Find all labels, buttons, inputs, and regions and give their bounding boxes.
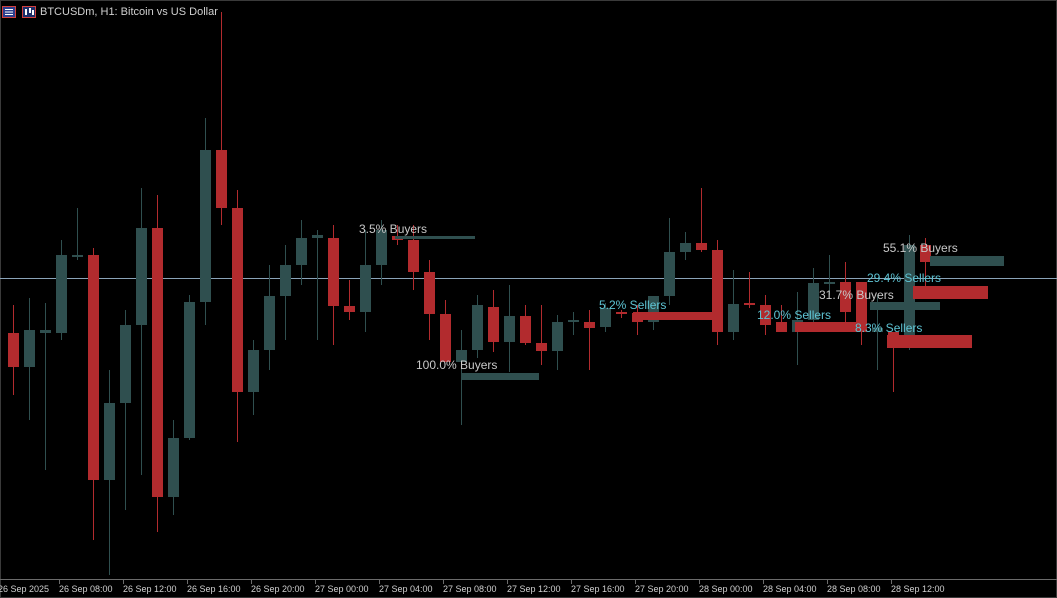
bear-candle-body <box>216 150 227 208</box>
bull-candle-body <box>168 438 179 497</box>
bull-candle-body <box>904 245 915 347</box>
bull-candle-body <box>24 330 35 367</box>
bear-candle-body <box>232 208 243 392</box>
annotation-label: 55.1% Buyers <box>883 241 958 255</box>
bull-candle-body <box>312 235 323 238</box>
bull-candle-body <box>648 296 659 322</box>
bear-candle-body <box>344 306 355 312</box>
bear-candle-body <box>488 307 499 342</box>
x-tick-label: 28 Sep 04:00 <box>763 584 817 594</box>
bull-candle-body <box>136 228 147 325</box>
bear-candle-body <box>536 343 547 351</box>
bear-candle-body <box>840 282 851 312</box>
bear-candle-body <box>856 282 867 332</box>
bear-candle-body <box>440 314 451 362</box>
bull-candle-body <box>248 350 259 392</box>
bull-candle-body <box>120 325 131 403</box>
x-tick-label: 28 Sep 12:00 <box>891 584 945 594</box>
x-tick-label: 26 Sep 12:00 <box>123 584 177 594</box>
bull-candle-body <box>72 255 83 257</box>
bear-candle-body <box>424 272 435 314</box>
bull-candle-body <box>872 328 883 332</box>
x-tick-label: 27 Sep 00:00 <box>315 584 369 594</box>
sellers-volume-bar <box>913 286 988 299</box>
bear-candle-body <box>152 228 163 497</box>
bull-candle-body <box>104 403 115 480</box>
bull-candle-body <box>264 296 275 350</box>
bull-candle-body <box>360 265 371 312</box>
sellers-volume-bar <box>633 312 716 320</box>
x-tick-label: 26 Sep 20:00 <box>251 584 305 594</box>
bull-candle-body <box>600 308 611 327</box>
bear-candle-body <box>920 245 931 262</box>
annotation-label: 29.4% Sellers <box>867 271 942 285</box>
chart-title-bar: BTCUSDm, H1: Bitcoin vs US Dollar <box>0 2 218 22</box>
annotation-label: 5.2% Sellers <box>599 298 667 312</box>
x-tick-label: 26 Sep 08:00 <box>59 584 113 594</box>
bear-candle-body <box>328 238 339 306</box>
bear-candle-body <box>712 250 723 332</box>
bear-candle-body <box>776 322 787 332</box>
bull-candle-body <box>184 302 195 438</box>
bull-candle-body <box>664 252 675 296</box>
bull-candle-body <box>504 316 515 342</box>
annotation-label: 3.5% Buyers <box>359 222 428 236</box>
bull-candle-body <box>200 150 211 302</box>
buyers-volume-bar <box>461 373 539 380</box>
bull-candle-body <box>680 243 691 252</box>
x-tick-label: 28 Sep 00:00 <box>699 584 753 594</box>
bull-candle-body <box>568 320 579 322</box>
sellers-volume-bar <box>887 335 972 348</box>
x-tick-label: 27 Sep 04:00 <box>379 584 433 594</box>
bear-candle-body <box>760 305 771 325</box>
bear-candle-body <box>744 303 755 305</box>
bear-candle-body <box>520 316 531 343</box>
bull-candle-body <box>824 282 835 284</box>
menu-list-icon[interactable] <box>2 6 16 18</box>
x-tick-label: 27 Sep 08:00 <box>443 584 497 594</box>
bear-candle-body <box>408 240 419 272</box>
annotation-label: 8.3% Sellers <box>855 321 923 335</box>
bear-candle-body <box>584 322 595 328</box>
x-tick-label: 27 Sep 20:00 <box>635 584 689 594</box>
bull-candle-body <box>296 238 307 265</box>
x-tick-label: 26 Sep 2025 <box>0 584 50 594</box>
x-tick-label: 26 Sep 16:00 <box>187 584 241 594</box>
bear-candle-body <box>616 312 627 314</box>
x-tick-label: 27 Sep 12:00 <box>507 584 561 594</box>
x-tick-label: 27 Sep 16:00 <box>571 584 625 594</box>
annotation-label: 100.0% Buyers <box>416 358 498 372</box>
annotation-label: 31.7% Buyers <box>819 288 894 302</box>
bull-candle-body <box>376 230 387 265</box>
bull-candle-body <box>56 255 67 333</box>
buyers-volume-bar <box>930 256 1004 266</box>
bull-candle-body <box>456 350 467 362</box>
bull-candle-body <box>472 305 483 350</box>
bull-candle-body <box>728 304 739 332</box>
candlestick-chart-icon[interactable] <box>22 6 36 18</box>
bear-candle-body <box>88 255 99 480</box>
sellers-volume-bar <box>795 322 865 332</box>
bear-candle-body <box>8 333 19 367</box>
bear-candle-body <box>696 243 707 250</box>
bull-candle-body <box>40 330 51 333</box>
buyers-volume-bar <box>870 302 940 310</box>
window-title: BTCUSDm, H1: Bitcoin vs US Dollar <box>40 6 218 18</box>
bull-candle-body <box>808 283 819 320</box>
bull-candle-body <box>280 265 291 296</box>
buyers-volume-bar <box>395 236 475 239</box>
x-tick-label: 28 Sep 08:00 <box>827 584 881 594</box>
annotation-label: 12.0% Sellers <box>757 308 832 322</box>
bull-candle-body <box>552 322 563 351</box>
